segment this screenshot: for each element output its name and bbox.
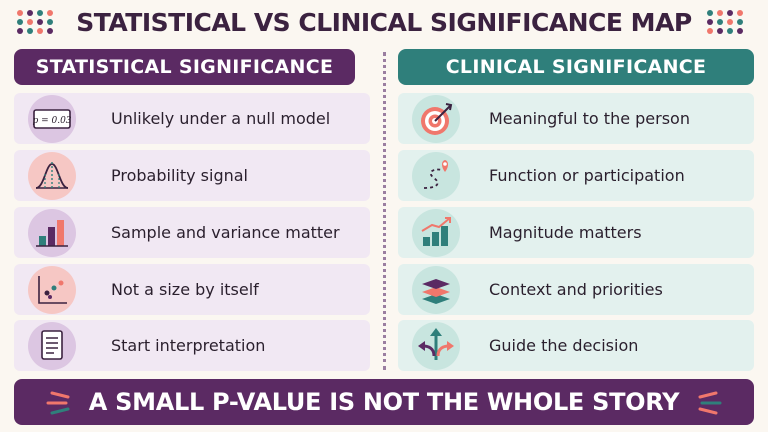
statistical-item-label: Probability signal xyxy=(111,166,248,185)
clinical-item: Guide the decision xyxy=(398,320,754,371)
statistical-item: p = 0.03 Unlikely under a null model xyxy=(14,93,370,144)
statistical-item-label: Start interpretation xyxy=(111,336,266,355)
statistical-item: Start interpretation xyxy=(14,320,370,371)
clinical-item-label: Meaningful to the person xyxy=(489,109,690,128)
clinical-item-label: Function or participation xyxy=(489,166,685,185)
clinical-item-label: Guide the decision xyxy=(489,336,639,355)
clinical-item: Function or participation xyxy=(398,150,754,201)
decorative-dots-icon xyxy=(707,10,743,34)
rising-bars-icon xyxy=(412,209,460,257)
column-divider xyxy=(383,52,386,370)
statistical-item: Not a size by itself xyxy=(14,264,370,315)
statistical-item: Probability signal xyxy=(14,150,370,201)
clinical-item-label: Magnitude matters xyxy=(489,223,642,242)
statistical-item-label: Unlikely under a null model xyxy=(111,109,331,128)
p-value-text: p = 0.03 xyxy=(32,116,71,126)
statistical-item-label: Sample and variance matter xyxy=(111,223,340,242)
page-title: STATISTICAL VS CLINICAL SIGNIFICANCE MAP xyxy=(76,8,692,37)
layers-icon xyxy=(412,266,460,314)
accent-dashes-icon xyxy=(698,391,722,415)
decorative-dots-icon xyxy=(17,10,53,34)
target-icon xyxy=(412,95,460,143)
path-pin-icon xyxy=(412,152,460,200)
clinical-item: Context and priorities xyxy=(398,264,754,315)
statistical-item-label: Not a size by itself xyxy=(111,280,259,299)
scatter-plot-icon xyxy=(28,266,76,314)
branching-arrows-icon xyxy=(412,322,460,370)
clinical-item: Meaningful to the person xyxy=(398,93,754,144)
footer-banner: A SMALL P-VALUE IS NOT THE WHOLE STORY xyxy=(14,379,754,425)
accent-dashes-icon xyxy=(46,391,70,415)
bar-chart-icon xyxy=(28,209,76,257)
clinical-header: CLINICAL SIGNIFICANCE xyxy=(398,49,754,85)
footer-text: A SMALL P-VALUE IS NOT THE WHOLE STORY xyxy=(88,388,680,416)
statistical-item: Sample and variance matter xyxy=(14,207,370,258)
document-icon xyxy=(28,322,76,370)
p-value-card-icon: p = 0.03 xyxy=(28,95,76,143)
clinical-item: Magnitude matters xyxy=(398,207,754,258)
clinical-item-label: Context and priorities xyxy=(489,280,663,299)
bell-curve-icon xyxy=(28,152,76,200)
statistical-header: STATISTICAL SIGNIFICANCE xyxy=(14,49,355,85)
